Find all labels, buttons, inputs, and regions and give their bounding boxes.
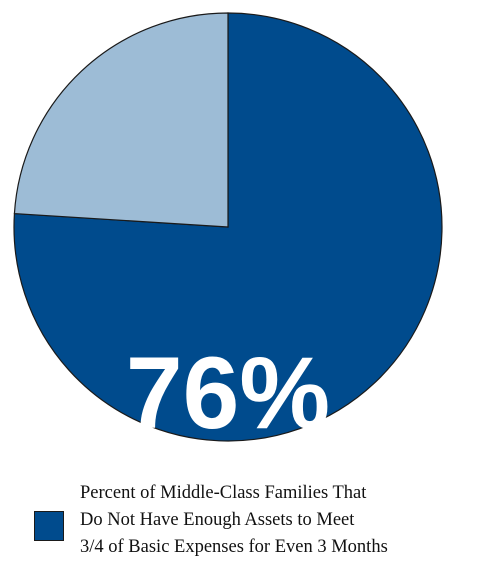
legend-line-3: 3/4 of Basic Expenses for Even 3 Months <box>80 537 388 557</box>
legend-line-1: Percent of Middle-Class Families That <box>80 483 367 503</box>
legend-swatch <box>34 511 64 541</box>
legend-line-2: Do Not Have Enough Assets to Meet <box>80 510 355 530</box>
pie-slices <box>13 12 443 442</box>
data-label-76-percent: 76% <box>126 336 330 450</box>
legend-text: Percent of Middle-Class Families That Do… <box>80 480 474 561</box>
pie-slice-24 <box>13 12 229 228</box>
legend: Percent of Middle-Class Families That Do… <box>34 480 474 564</box>
pie-slice-76 <box>13 12 443 442</box>
